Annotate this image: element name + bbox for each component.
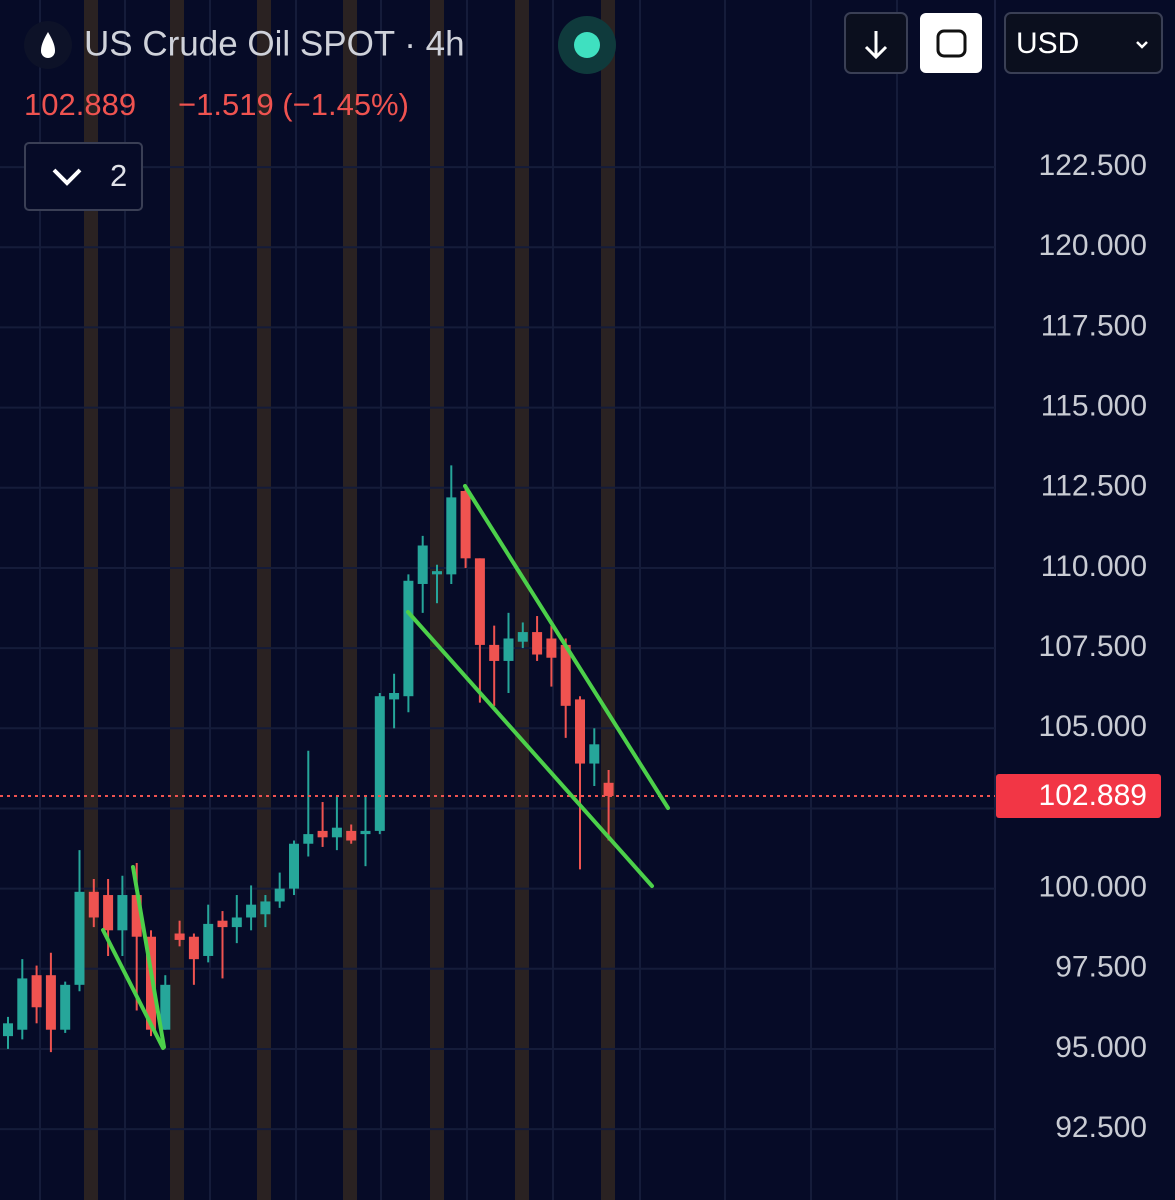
candle-body <box>403 580 414 697</box>
candle-body <box>289 843 299 889</box>
session-band <box>515 0 529 1200</box>
candle-body <box>446 497 457 575</box>
download-icon <box>864 31 888 60</box>
candle-body <box>589 744 600 764</box>
session-band <box>601 0 615 1200</box>
y-tick-label: 92.500 <box>1055 1111 1147 1144</box>
candle-body <box>103 895 114 931</box>
candle-body <box>17 978 28 1030</box>
candle-body <box>360 830 371 835</box>
status-dot <box>574 32 600 58</box>
candle-body <box>317 830 328 838</box>
trendline <box>406 610 654 888</box>
trendline <box>463 484 670 810</box>
candle-body <box>31 975 42 1008</box>
candle-body <box>417 545 428 584</box>
y-tick-label: 95.000 <box>1055 1031 1147 1064</box>
last-price: 102.889 <box>24 87 136 122</box>
indicator-count: 2 <box>110 158 127 193</box>
y-tick-label: 115.000 <box>1041 390 1147 423</box>
candle-body <box>389 693 400 700</box>
last-price-badge <box>996 773 1161 818</box>
last-price-label: 102.889 <box>1039 779 1147 812</box>
candle-body <box>560 644 571 706</box>
y-tick-label: 110.000 <box>1041 550 1147 583</box>
plot <box>0 465 995 1053</box>
candle-body <box>489 644 500 661</box>
y-tick-label: 107.500 <box>1039 630 1147 663</box>
drop-icon <box>41 32 55 58</box>
y-tick-label: 100.000 <box>1039 871 1147 904</box>
candle-body <box>303 834 314 844</box>
candle-body <box>546 638 557 658</box>
chart-title: US Crude Oil SPOT · 4h <box>84 24 465 63</box>
candle-body <box>188 936 199 960</box>
session-band <box>257 0 271 1200</box>
candle-body <box>260 901 271 915</box>
select-arrow <box>1136 41 1148 49</box>
y-tick-label: 117.500 <box>1041 309 1147 342</box>
candle-body <box>160 984 171 1030</box>
trendlines <box>101 484 670 1050</box>
candle-body <box>374 696 385 831</box>
indicator-toggle[interactable] <box>24 142 143 211</box>
candle-body <box>532 632 543 655</box>
candle-body <box>246 904 257 918</box>
fullscreen-icon <box>936 29 967 58</box>
candle-body <box>217 920 228 928</box>
candle-body <box>174 933 185 940</box>
candle-body <box>346 830 357 841</box>
candle-body <box>88 891 99 918</box>
chevron <box>52 168 82 186</box>
candle-body <box>117 895 128 931</box>
candle-body <box>231 917 242 928</box>
y-tick-label: 97.500 <box>1055 951 1147 984</box>
y-tick-label: 112.500 <box>1041 470 1147 503</box>
y-tick-label: 105.000 <box>1039 710 1147 743</box>
candle-body <box>331 827 342 838</box>
fullscreen-button[interactable] <box>920 13 982 73</box>
candle-body <box>131 895 142 937</box>
session-bands <box>0 0 996 1200</box>
candle-body <box>603 782 614 796</box>
candle-body <box>274 888 285 902</box>
candle-body <box>45 975 56 1030</box>
price-axis: 92.50095.00097.500100.000102.500105.0001… <box>996 149 1161 1144</box>
trendline <box>131 865 166 1049</box>
trendline <box>101 928 165 1050</box>
candle-body <box>203 923 214 956</box>
candle-body <box>460 490 471 559</box>
currency: USD <box>1016 27 1079 60</box>
candle-body <box>60 984 71 1030</box>
candle-body <box>432 571 442 575</box>
session-band <box>343 0 357 1200</box>
y-tick-label: 120.000 <box>1039 229 1147 262</box>
currency-select[interactable] <box>1004 12 1163 74</box>
y-tick-label: 122.500 <box>1039 149 1147 182</box>
candle-body <box>3 1023 13 1037</box>
candle-body <box>517 632 528 642</box>
candle-body <box>474 558 485 645</box>
price-change: −1.519 (−1.45%) <box>178 87 409 122</box>
candle-body <box>74 891 85 985</box>
candle-body <box>575 699 585 764</box>
session-band <box>170 0 184 1200</box>
candle-body <box>503 638 514 661</box>
